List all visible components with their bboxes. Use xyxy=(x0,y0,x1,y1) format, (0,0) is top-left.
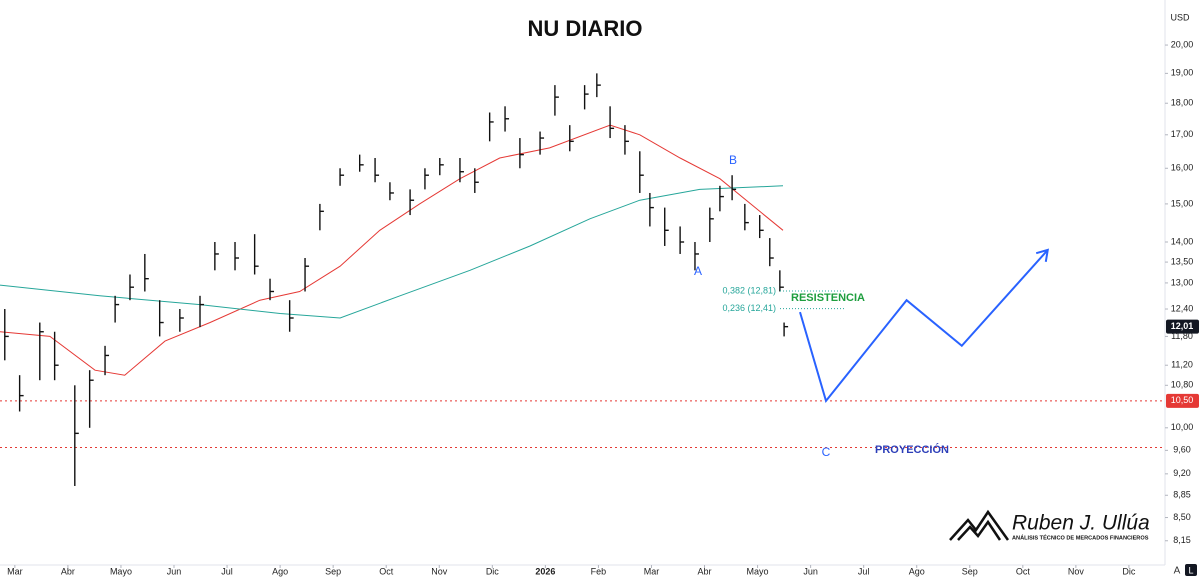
last-price-bg xyxy=(1166,319,1199,334)
chart-title: NU DIARIO xyxy=(528,16,643,41)
auto-scale-button[interactable]: A xyxy=(1174,566,1181,577)
x-tick-label: Feb xyxy=(591,566,607,576)
annotation: A xyxy=(694,264,702,278)
y-tick-label: 12,40 xyxy=(1171,303,1194,313)
moving-average xyxy=(0,124,784,376)
annotation: C xyxy=(822,445,831,459)
x-tick-label: Ago xyxy=(272,566,288,576)
y-tick-label: 8,85 xyxy=(1173,490,1191,500)
logo-mountains xyxy=(949,509,1010,541)
x-tick-label: Sep xyxy=(962,566,978,576)
x-tick-label: Mar xyxy=(644,566,660,576)
y-tick-label: 9,60 xyxy=(1173,445,1191,455)
x-tick-label: Dic xyxy=(486,566,499,576)
projection-arrowhead xyxy=(1035,248,1050,262)
x-tick-label: Jun xyxy=(803,566,818,576)
x-tick-label: Mar xyxy=(7,566,23,576)
y-tick-label: 8,15 xyxy=(1173,535,1191,545)
y-tick-label: 10,00 xyxy=(1171,422,1194,432)
y-tick-label: 11,20 xyxy=(1171,360,1193,370)
x-tick-label: Ago xyxy=(909,566,925,576)
y-tick-label: 17,00 xyxy=(1171,129,1194,139)
y-tick-label: 9,20 xyxy=(1173,468,1191,478)
x-tick-label: Jul xyxy=(221,566,233,576)
y-tick-label: 11,80 xyxy=(1171,331,1193,341)
x-tick-label: 2026 xyxy=(535,566,555,576)
x-tick-label: Abr xyxy=(61,566,75,576)
log-scale-button-bg[interactable] xyxy=(1185,564,1197,576)
projection-line xyxy=(799,249,1049,404)
y-tick-label: 8,50 xyxy=(1173,512,1191,522)
logo: Ruben J. Ullúa ANÁLISIS TÉCNICO DE MERCA… xyxy=(949,509,1150,541)
last-price-label: 12,01 xyxy=(1171,321,1194,331)
x-tick-label: Mayo xyxy=(110,566,132,576)
x-tick-label: Nov xyxy=(1068,566,1085,576)
y-tick-label: 16,00 xyxy=(1171,163,1194,173)
x-tick-label: Oct xyxy=(1016,566,1031,576)
level-label: 10,50 xyxy=(1171,395,1194,405)
x-tick-label: Abr xyxy=(698,566,712,576)
y-tick-label: 20,00 xyxy=(1171,39,1194,49)
x-tick-label: Nov xyxy=(431,566,448,576)
x-tick-label: Mayo xyxy=(747,566,769,576)
annotation: B xyxy=(729,153,737,167)
y-tick-label: 19,00 xyxy=(1171,68,1194,78)
y-tick-label: 13,00 xyxy=(1171,277,1194,287)
y-tick-label: 10,80 xyxy=(1171,380,1194,390)
x-tick-label: Jul xyxy=(858,566,870,576)
x-tick-label: Jun xyxy=(167,566,182,576)
y-tick-label: 13,50 xyxy=(1171,256,1194,266)
currency: USD xyxy=(1170,12,1190,22)
fib-label: 0,236 (12,41) xyxy=(722,303,776,313)
y-tick-label: 18,00 xyxy=(1171,98,1194,108)
y-tick-label: 15,00 xyxy=(1171,198,1194,208)
x-tick-label: Dic xyxy=(1122,566,1135,576)
level-label-bg xyxy=(1166,393,1199,408)
annotation: PROYECCIÓN xyxy=(875,443,949,456)
log-scale-button[interactable]: L xyxy=(1188,565,1193,575)
fib-label: 0,382 (12,81) xyxy=(722,285,776,295)
brand-tagline: ANÁLISIS TÉCNICO DE MERCADOS FINANCIEROS xyxy=(1012,533,1149,541)
x-tick-label: Sep xyxy=(325,566,341,576)
annotation: RESISTENCIA xyxy=(791,292,865,304)
y-tick-label: 14,00 xyxy=(1171,236,1194,246)
brand-name: Ruben J. Ullúa xyxy=(1012,512,1150,535)
x-tick-label: Oct xyxy=(379,566,394,576)
